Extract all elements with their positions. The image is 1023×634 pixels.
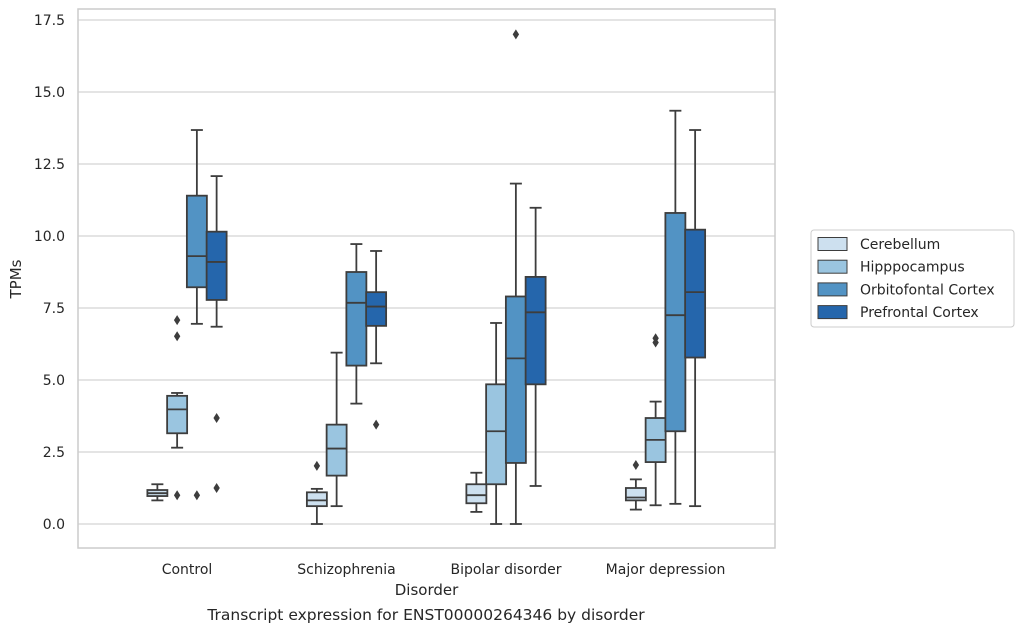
y-tick-label: 15.0 (34, 85, 65, 101)
x-tick-label: Control (162, 562, 213, 578)
legend-swatch (817, 259, 848, 274)
y-tick-label: 10.0 (34, 229, 65, 245)
outlier-marker (193, 490, 201, 501)
box-cerebellum (146, 483, 169, 502)
outlier-marker (632, 459, 640, 470)
iqr-box (485, 383, 508, 486)
box-hipppocampus (166, 315, 189, 501)
box-hipppocampus (644, 333, 667, 507)
x-axis-label: Disorder (395, 581, 459, 599)
box-prefrontal-cortex (205, 175, 228, 493)
legend-entry: Orbitofontal Cortex (860, 282, 995, 298)
outlier-marker (173, 315, 181, 326)
box-prefrontal-cortex (365, 250, 388, 430)
iqr-box (305, 491, 328, 508)
outlier-marker (313, 460, 321, 471)
iqr-box (205, 230, 228, 301)
legend-swatch (817, 305, 848, 320)
figure-caption: Transcript expression for ENST0000026434… (207, 606, 645, 624)
y-tick-label: 12.5 (34, 157, 65, 173)
legend-frame (810, 229, 1015, 328)
iqr-box (166, 394, 189, 435)
legend-swatch (817, 237, 848, 251)
box-cerebellum (465, 471, 488, 513)
outlier-marker (173, 490, 181, 501)
iqr-box (524, 275, 547, 386)
y-tick-label: 0.0 (43, 517, 65, 533)
x-tick-label: Bipolar disorder (450, 562, 561, 578)
iqr-box (325, 423, 348, 477)
iqr-box (624, 487, 647, 502)
box-hipppocampus (325, 351, 348, 508)
iqr-box (185, 194, 208, 289)
iqr-box (684, 228, 707, 359)
box-orbitofontal-cortex (504, 29, 527, 525)
y-gridlines (78, 19, 775, 525)
legend-entry: Prefrontal Cortex (860, 305, 979, 321)
x-tick-label: Schizophrenia (297, 562, 395, 578)
y-tick-label: 2.5 (43, 445, 65, 461)
box-prefrontal-cortex (684, 129, 707, 508)
iqr-box (365, 291, 388, 327)
x-tick-label: Major depression (606, 562, 726, 578)
box-cerebellum (305, 460, 328, 525)
y-tick-labels: 0.0 2.5 5.0 7.5 10.0 12.5 15.0 17.5 (34, 13, 65, 533)
box-cerebellum (624, 459, 647, 511)
outlier-marker (512, 29, 520, 40)
x-tick-labels: Control Schizophrenia Bipolar disorder Majo… (162, 562, 726, 578)
iqr-box (465, 483, 488, 505)
legend-entry: Cerebellum (860, 237, 940, 253)
outlier-marker (372, 419, 380, 430)
box-series (146, 29, 707, 525)
outlier-marker (652, 337, 659, 348)
legend-entry: Hipppocampus (860, 260, 965, 276)
iqr-box (504, 295, 527, 464)
legend-swatch (817, 282, 848, 297)
y-axis-label: TPMs (7, 259, 25, 299)
outlier-marker (213, 413, 220, 424)
y-tick-label: 7.5 (43, 301, 65, 317)
iqr-box (664, 212, 687, 433)
iqr-box (345, 271, 368, 367)
box-prefrontal-cortex (524, 206, 547, 487)
y-tick-label: 17.5 (34, 13, 65, 29)
legend: Cerebellum Hipppocampus Orbitofontal Corte… (810, 229, 1015, 328)
outlier-marker (213, 483, 220, 493)
outlier-marker (173, 331, 181, 342)
plot-frame (77, 8, 776, 549)
y-tick-label: 5.0 (43, 373, 65, 389)
